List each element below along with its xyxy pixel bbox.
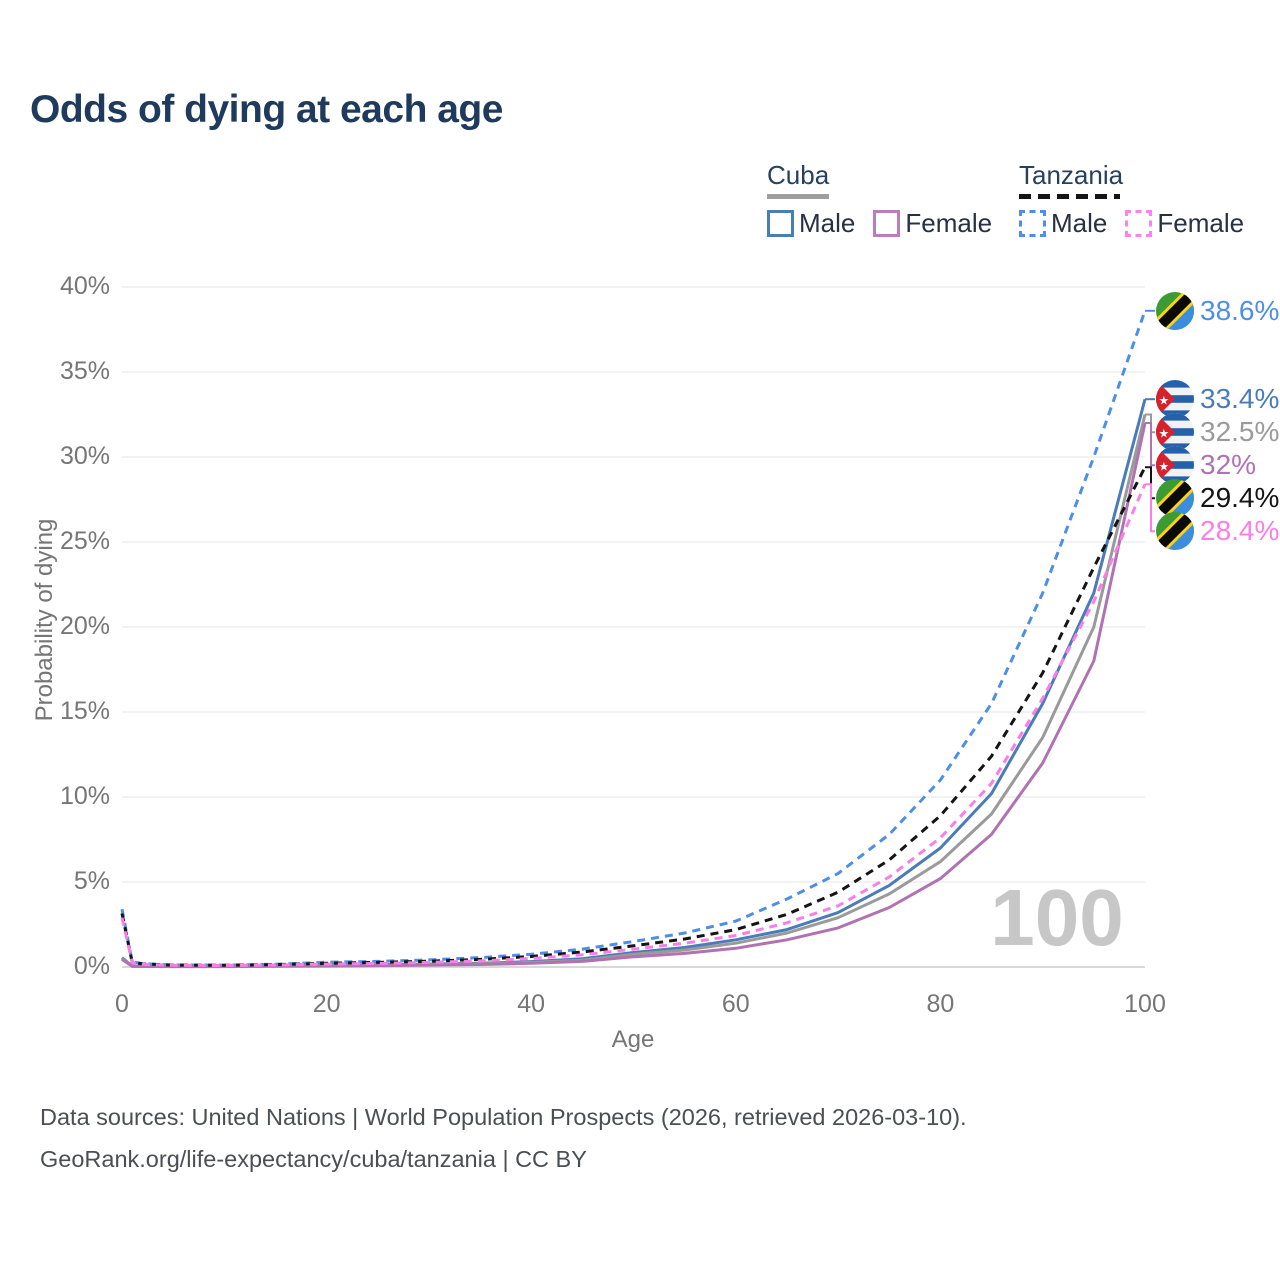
series-line-tanzania-male [120, 310, 1147, 967]
y-tick-label: 30% [59, 442, 110, 470]
end-label-connector [1145, 422, 1155, 467]
legend-item-cuba-male: Male [767, 208, 855, 239]
x-tick-label: 0 [115, 990, 129, 1018]
y-tick-label: 10% [59, 782, 110, 810]
end-label-tanzania-male: 38.6% [1156, 291, 1280, 330]
legend-item-tanzania-female: Female [1125, 208, 1244, 239]
legend-label-cuba-female: Female [905, 208, 993, 238]
x-tick-label: 100 [1124, 990, 1166, 1018]
end-label-connector [1145, 466, 1155, 500]
end-label-value: 33.4% [1200, 383, 1280, 415]
cuba-male-swatch-icon [767, 210, 794, 237]
legend-header-tanzania: Tanzania [1019, 160, 1124, 190]
tanzania-male-swatch-icon [1019, 210, 1046, 237]
legend-label-tanzania-female: Female [1157, 208, 1245, 238]
georank-url-line: GeoRank.org/life-expectancy/cuba/tanzani… [40, 1146, 587, 1172]
end-label-value: 32% [1200, 449, 1257, 481]
legend-group-cuba: Cuba Male Female [767, 160, 992, 239]
svg-text:★: ★ [1159, 394, 1170, 408]
series-line-tanzania-female [120, 483, 1147, 967]
series-line-cuba-female [121, 422, 1147, 969]
svg-text:★: ★ [1159, 460, 1170, 474]
x-tick-label: 60 [721, 990, 750, 1018]
tanzania-female-swatch-icon [1125, 210, 1153, 237]
x-tick-label: 40 [517, 990, 546, 1018]
y-tick-label: 0% [73, 952, 110, 980]
end-label-tanzania-both-sexes: 29.4% [1156, 479, 1280, 518]
y-tick-label: 40% [59, 272, 110, 300]
x-tick-label: 80 [926, 990, 955, 1018]
end-label-cuba-male: ★ 33.4% [1156, 380, 1280, 419]
legend-header-cuba: Cuba [767, 160, 830, 190]
x-tick-label: 20 [312, 990, 341, 1018]
legend-item-tanzania-male: Male [1019, 208, 1107, 239]
legend-label-tanzania-male: Male [1051, 208, 1108, 238]
legend-underline-tanzania-dashed-line-sample [1019, 194, 1120, 199]
tanzania-flag-icon [1156, 291, 1194, 330]
tanzania-flag-icon [1156, 512, 1194, 551]
source-attribution: Data sources: United Nations | World Pop… [40, 1096, 967, 1180]
page-title: Odds of dying at each age [30, 88, 503, 131]
legend-label-cuba-male: Male [799, 208, 856, 238]
data-sources-line: Data sources: United Nations | World Pop… [40, 1104, 967, 1130]
end-label-tanzania-female: 28.4% [1156, 512, 1280, 551]
tanzania-flag-icon [1156, 479, 1194, 518]
end-label-value: 29.4% [1200, 482, 1280, 514]
y-tick-label: 20% [59, 612, 110, 640]
legend-underline-cuba-solid-line-sample [767, 194, 829, 199]
age-watermark: 100 [990, 873, 1124, 962]
legend-item-cuba-female: Female [873, 208, 992, 239]
end-label-cuba-both-sexes: ★ 32.5% [1156, 413, 1280, 452]
y-tick-label: 35% [59, 357, 110, 385]
cuba-female-swatch-icon [873, 210, 901, 237]
end-label-value: 38.6% [1200, 294, 1280, 326]
end-label-value: 32.5% [1200, 416, 1280, 448]
svg-text:★: ★ [1159, 427, 1170, 441]
y-tick-label: 15% [59, 697, 110, 725]
cuba-flag-icon: ★ [1156, 413, 1194, 452]
y-tick-label: 25% [59, 527, 110, 555]
end-label-value: 28.4% [1200, 515, 1280, 547]
legend-group-tanzania: Tanzania Male Female [1019, 160, 1244, 239]
end-label-connector [1145, 483, 1155, 533]
x-axis-title: Age [611, 1026, 655, 1053]
y-tick-label: 5% [73, 867, 110, 895]
